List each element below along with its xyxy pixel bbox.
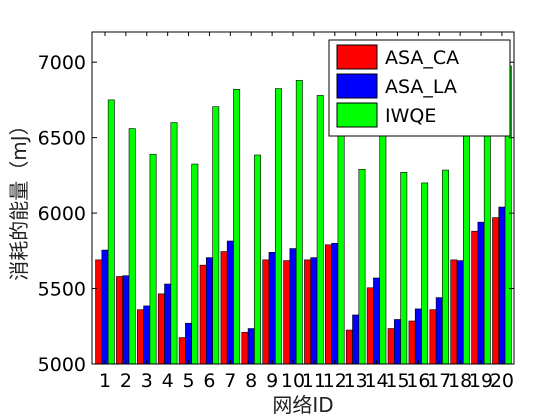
bar-iwqe-15 bbox=[400, 172, 408, 365]
y-tick-label: 6500 bbox=[38, 128, 86, 150]
x-tick-label: 6 bbox=[203, 370, 215, 392]
x-tick-label: 20 bbox=[490, 370, 514, 392]
x-tick-label: 2 bbox=[120, 370, 132, 392]
bar-asa-la-16 bbox=[414, 308, 422, 365]
bar-asa-ca-10 bbox=[283, 260, 291, 365]
bar-iwqe-2 bbox=[128, 128, 136, 365]
bar-iwqe-16 bbox=[421, 182, 429, 365]
x-tick-label: 16 bbox=[406, 370, 430, 392]
x-tick-label: 1 bbox=[99, 370, 111, 392]
legend-swatch-iwqe bbox=[336, 102, 378, 128]
plot-frame bbox=[91, 31, 515, 365]
bar-iwqe-3 bbox=[149, 153, 157, 365]
bar-asa-ca-11 bbox=[304, 259, 312, 365]
bar-iwqe-7 bbox=[233, 89, 241, 365]
x-tick-label: 9 bbox=[266, 370, 278, 392]
bar-asa-ca-20 bbox=[492, 217, 500, 365]
bar-asa-la-19 bbox=[477, 221, 485, 365]
bar-iwqe-8 bbox=[254, 154, 261, 365]
legend-label-asa-la: ASA_LA bbox=[385, 76, 457, 98]
bar-asa-la-12 bbox=[331, 242, 339, 365]
bar-asa-ca-17 bbox=[429, 309, 437, 365]
x-tick-label: 17 bbox=[427, 370, 451, 392]
bar-asa-la-4 bbox=[164, 283, 172, 365]
bar-asa-ca-9 bbox=[262, 259, 270, 365]
y-tick-label: 7000 bbox=[38, 52, 86, 74]
bar-asa-la-3 bbox=[143, 305, 151, 365]
bar-iwqe-5 bbox=[191, 163, 199, 365]
y-tick-label: 6000 bbox=[38, 203, 86, 225]
bar-asa-ca-13 bbox=[345, 329, 353, 365]
bar-asa-la-17 bbox=[435, 297, 443, 365]
x-tick-label: 12 bbox=[323, 370, 347, 392]
bar-asa-la-5 bbox=[185, 322, 192, 365]
x-tick-label: 10 bbox=[281, 370, 305, 392]
bar-asa-la-10 bbox=[289, 248, 297, 365]
bar-iwqe-6 bbox=[212, 106, 220, 365]
bar-asa-ca-14 bbox=[366, 287, 374, 365]
bar-asa-la-7 bbox=[226, 240, 234, 365]
bar-asa-la-15 bbox=[394, 319, 401, 365]
bar-asa-la-11 bbox=[310, 257, 318, 365]
bar-asa-ca-6 bbox=[199, 264, 207, 365]
x-axis-label: 网络ID bbox=[272, 393, 333, 417]
bar-iwqe-4 bbox=[170, 122, 178, 365]
x-tick-label: 15 bbox=[385, 370, 409, 392]
x-tick-label: 7 bbox=[224, 370, 236, 392]
y-axis: 5000 5500 6000 6500 7000 bbox=[38, 52, 514, 376]
legend-label-asa-ca: ASA_CA bbox=[385, 47, 459, 69]
bar-asa-ca-3 bbox=[137, 309, 144, 365]
bar-asa-ca-19 bbox=[471, 230, 479, 365]
bar-iwqe-17 bbox=[442, 169, 449, 365]
x-tick-label: 5 bbox=[183, 370, 195, 392]
bar-asa-ca-2 bbox=[116, 276, 124, 365]
bar-iwqe-10 bbox=[295, 79, 303, 365]
x-tick-label: 18 bbox=[448, 370, 472, 392]
bar-asa-ca-12 bbox=[325, 244, 332, 365]
bar-asa-ca-18 bbox=[450, 259, 458, 365]
x-tick-label: 19 bbox=[469, 370, 493, 392]
bar-iwqe-9 bbox=[274, 88, 282, 365]
bar-asa-la-8 bbox=[247, 328, 255, 365]
legend: ASA_CA ASA_LA IWQE bbox=[328, 39, 511, 137]
bar-asa-la-9 bbox=[268, 252, 276, 365]
bar-asa-ca-5 bbox=[178, 337, 186, 365]
x-tick-label: 11 bbox=[302, 370, 326, 392]
x-tick-label: 3 bbox=[141, 370, 153, 392]
bar-iwqe-11 bbox=[316, 95, 324, 365]
y-axis-label: 消耗的能量（mJ） bbox=[7, 115, 31, 280]
x-tick-label: 13 bbox=[344, 370, 368, 392]
legend-label-iwqe: IWQE bbox=[385, 105, 436, 127]
bar-asa-ca-7 bbox=[220, 251, 228, 365]
bar-asa-la-18 bbox=[456, 260, 464, 365]
bar-asa-ca-4 bbox=[157, 293, 165, 365]
bar-iwqe-12 bbox=[337, 114, 345, 365]
bar-asa-ca-16 bbox=[408, 320, 416, 365]
bar-asa-ca-1 bbox=[95, 259, 103, 365]
legend-swatch-asa-la bbox=[336, 73, 378, 99]
bar-asa-ca-8 bbox=[241, 332, 249, 365]
bar-iwqe-1 bbox=[107, 99, 115, 365]
bar-iwqe-13 bbox=[358, 169, 366, 365]
bar-asa-la-6 bbox=[206, 257, 213, 365]
bar-iwqe-18 bbox=[462, 108, 470, 365]
x-tick-label: 4 bbox=[162, 370, 174, 392]
x-tick-label: 8 bbox=[245, 370, 257, 392]
bar-asa-la-13 bbox=[352, 314, 360, 365]
x-tick-label: 14 bbox=[364, 370, 388, 392]
bar-asa-la-14 bbox=[373, 277, 381, 365]
bar-iwqe-14 bbox=[379, 126, 387, 365]
bar-asa-la-20 bbox=[498, 206, 506, 365]
y-tick-label: 5000 bbox=[38, 354, 86, 376]
y-tick-label: 5500 bbox=[38, 279, 86, 301]
bar-asa-la-1 bbox=[101, 249, 109, 365]
bar-asa-la-2 bbox=[122, 275, 130, 365]
legend-swatch-asa-ca bbox=[336, 44, 378, 70]
bar-asa-ca-15 bbox=[387, 328, 395, 365]
